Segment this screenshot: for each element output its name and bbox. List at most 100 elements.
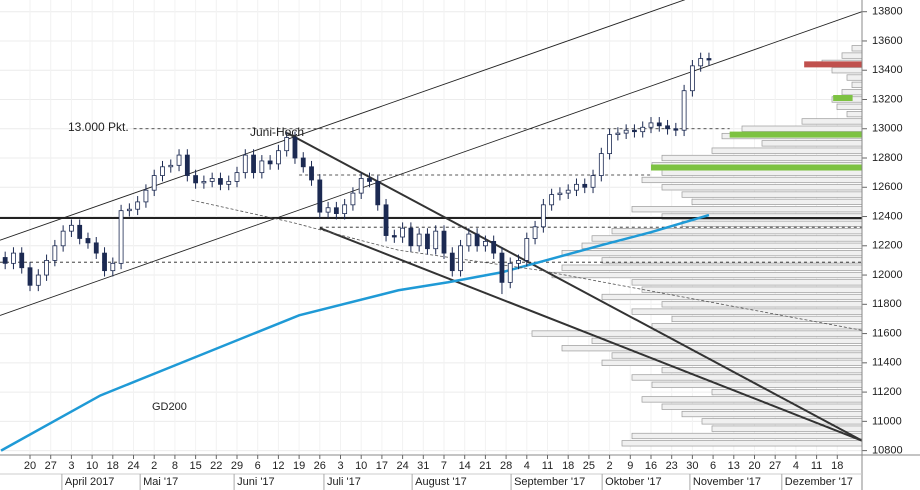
candle-body bbox=[681, 90, 687, 131]
level-zone bbox=[650, 164, 862, 171]
candle-body bbox=[160, 166, 165, 176]
y-tick-label: 13800 bbox=[872, 6, 903, 18]
plot bbox=[0, 0, 862, 452]
candle-body bbox=[607, 134, 612, 155]
volume-bar bbox=[681, 191, 863, 198]
volume-bar bbox=[591, 337, 863, 344]
candle-body bbox=[135, 201, 141, 210]
x-tick-label: 26 bbox=[314, 460, 326, 472]
y-tick-label: 11200 bbox=[872, 386, 902, 398]
x-tick-label: 2 bbox=[151, 460, 157, 472]
x-tick-label: 16 bbox=[645, 460, 657, 472]
volume-bar bbox=[841, 89, 863, 96]
volume-bar bbox=[641, 286, 863, 293]
x-tick-label: 20 bbox=[24, 460, 36, 472]
y-tick-label: 11000 bbox=[872, 415, 902, 427]
x-tick-label: 27 bbox=[45, 460, 57, 472]
x-tick-label: 24 bbox=[396, 460, 408, 472]
y-tick-label: 13000 bbox=[872, 123, 903, 135]
volume-bar bbox=[831, 67, 863, 74]
candle-body bbox=[623, 129, 629, 134]
candle-body bbox=[60, 230, 66, 247]
y-tick-label: 11800 bbox=[872, 298, 902, 310]
volume-bar bbox=[671, 315, 863, 323]
candle-body bbox=[276, 150, 281, 165]
volume-bar bbox=[631, 279, 863, 286]
y-tick-label: 12600 bbox=[872, 181, 903, 193]
y-tick-label: 13600 bbox=[872, 35, 903, 47]
candle-body bbox=[333, 207, 339, 215]
candle-body bbox=[2, 257, 8, 264]
candle-body bbox=[367, 178, 372, 182]
y-tick-label: 10800 bbox=[872, 445, 903, 457]
candle-body bbox=[416, 233, 422, 247]
x-tick-label: 6 bbox=[255, 460, 261, 472]
volume-bar bbox=[836, 103, 863, 110]
x-tick-label: 18 bbox=[107, 460, 119, 472]
candle-body bbox=[482, 240, 488, 247]
candle-body bbox=[292, 137, 298, 159]
candle-body bbox=[218, 178, 223, 185]
x-tick-label: 8 bbox=[172, 460, 178, 472]
x-tick-label: 10 bbox=[86, 460, 98, 472]
x-tick-label: 24 bbox=[127, 460, 139, 472]
month-label: August '17 bbox=[415, 476, 467, 488]
candle-body bbox=[93, 242, 99, 254]
candle-body bbox=[69, 224, 74, 232]
candle-body bbox=[168, 164, 174, 168]
candle-body bbox=[466, 233, 472, 247]
candle-body bbox=[309, 166, 314, 181]
x-tick-label: 14 bbox=[459, 460, 471, 472]
month-label: Juni '17 bbox=[237, 476, 275, 488]
volume-bar bbox=[561, 264, 863, 271]
candle-body bbox=[516, 260, 521, 264]
y-tick-label: 12800 bbox=[872, 152, 903, 164]
candle-body bbox=[540, 204, 546, 228]
candle-body bbox=[400, 227, 406, 238]
x-tick-label: 29 bbox=[231, 460, 243, 472]
y-tick-label: 12000 bbox=[872, 269, 903, 281]
volume-bar bbox=[801, 118, 863, 125]
x-tick-label: 4 bbox=[793, 460, 799, 472]
candle-body bbox=[11, 252, 16, 264]
candle-body bbox=[673, 128, 679, 131]
month-label: April 2017 bbox=[65, 476, 115, 488]
candle-body bbox=[632, 129, 637, 133]
candle-body bbox=[342, 204, 348, 215]
candle-body bbox=[19, 252, 25, 269]
x-tick-label: 18 bbox=[562, 460, 574, 472]
candle-body bbox=[85, 238, 91, 244]
x-tick-label: 2 bbox=[607, 460, 613, 472]
volume-bar bbox=[701, 418, 863, 425]
line-series bbox=[0, 213, 710, 452]
candle-body bbox=[118, 210, 124, 264]
candle-body bbox=[458, 245, 463, 272]
x-tick-label: 20 bbox=[748, 460, 760, 472]
volume-bar bbox=[841, 52, 863, 59]
candle-body bbox=[300, 157, 306, 168]
candle-body bbox=[126, 208, 132, 212]
volume-bar bbox=[561, 250, 863, 257]
volume-bar bbox=[661, 154, 863, 162]
month-label: September '17 bbox=[514, 476, 585, 488]
annotation: 13.000 Pkt. bbox=[68, 120, 129, 134]
candle-body bbox=[640, 126, 646, 133]
candle-body bbox=[590, 175, 596, 188]
candle-body bbox=[532, 226, 538, 239]
level-zone bbox=[729, 131, 862, 138]
volume-bar bbox=[551, 271, 863, 279]
x-tick-label: 23 bbox=[666, 460, 678, 472]
candle-body bbox=[176, 154, 182, 166]
x-tick-label: 11 bbox=[811, 460, 822, 472]
candle-body bbox=[441, 230, 447, 254]
x-tick-label: 30 bbox=[686, 460, 698, 472]
candle-body bbox=[557, 192, 563, 195]
candle-body bbox=[358, 178, 364, 194]
candle-body bbox=[425, 233, 430, 250]
candle-body bbox=[524, 238, 530, 261]
candle-body bbox=[582, 183, 588, 188]
volume-bar bbox=[661, 301, 863, 308]
month-label: Juli '17 bbox=[327, 476, 361, 488]
candle-body bbox=[350, 192, 356, 206]
x-tick-label: 19 bbox=[293, 460, 305, 472]
